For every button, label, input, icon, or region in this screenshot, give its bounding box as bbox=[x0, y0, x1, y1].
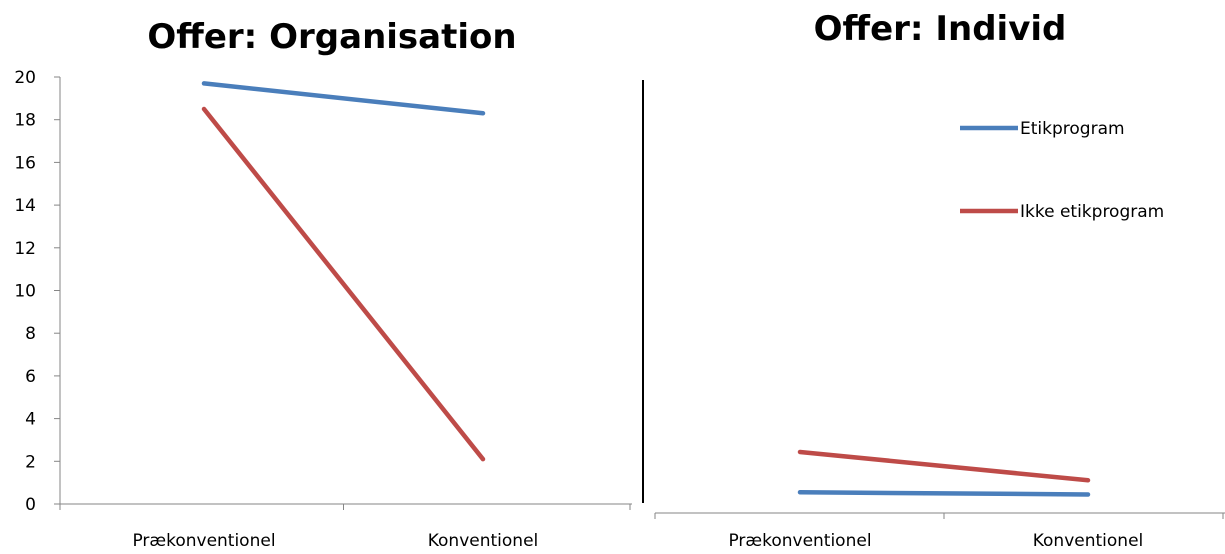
y-tick-label: 4 bbox=[25, 410, 36, 430]
y-tick-label: 0 bbox=[25, 495, 36, 515]
legend-label: Ikke etikprogram bbox=[1020, 202, 1164, 222]
x-category-label: Konventionel bbox=[428, 531, 539, 551]
y-tick-label: 10 bbox=[14, 282, 36, 302]
y-tick-label: 6 bbox=[25, 367, 36, 387]
y-tick-label: 20 bbox=[14, 68, 36, 88]
chart-title-individ: Offer: Individ bbox=[814, 9, 1067, 49]
x-category-label: Prækonventionel bbox=[132, 531, 275, 551]
y-tick-label: 16 bbox=[14, 153, 36, 173]
y-tick-label: 14 bbox=[14, 196, 36, 216]
y-tick-label: 18 bbox=[14, 111, 36, 131]
y-tick-label: 12 bbox=[14, 239, 36, 259]
series-line-etikprogram-0 bbox=[201, 81, 486, 116]
series-line-ikke-etikprogram-1 bbox=[797, 449, 1091, 483]
series-line-ikke-etikprogram-0 bbox=[201, 106, 486, 462]
y-tick-label: 8 bbox=[25, 324, 36, 344]
legend-label: Etikprogram bbox=[1020, 119, 1125, 139]
chart-title-organisation: Offer: Organisation bbox=[147, 17, 516, 57]
x-category-label: Prækonventionel bbox=[728, 531, 871, 551]
x-category-label: Konventionel bbox=[1033, 531, 1144, 551]
y-tick-label: 2 bbox=[25, 452, 36, 472]
series-line-etikprogram-1 bbox=[797, 490, 1091, 497]
